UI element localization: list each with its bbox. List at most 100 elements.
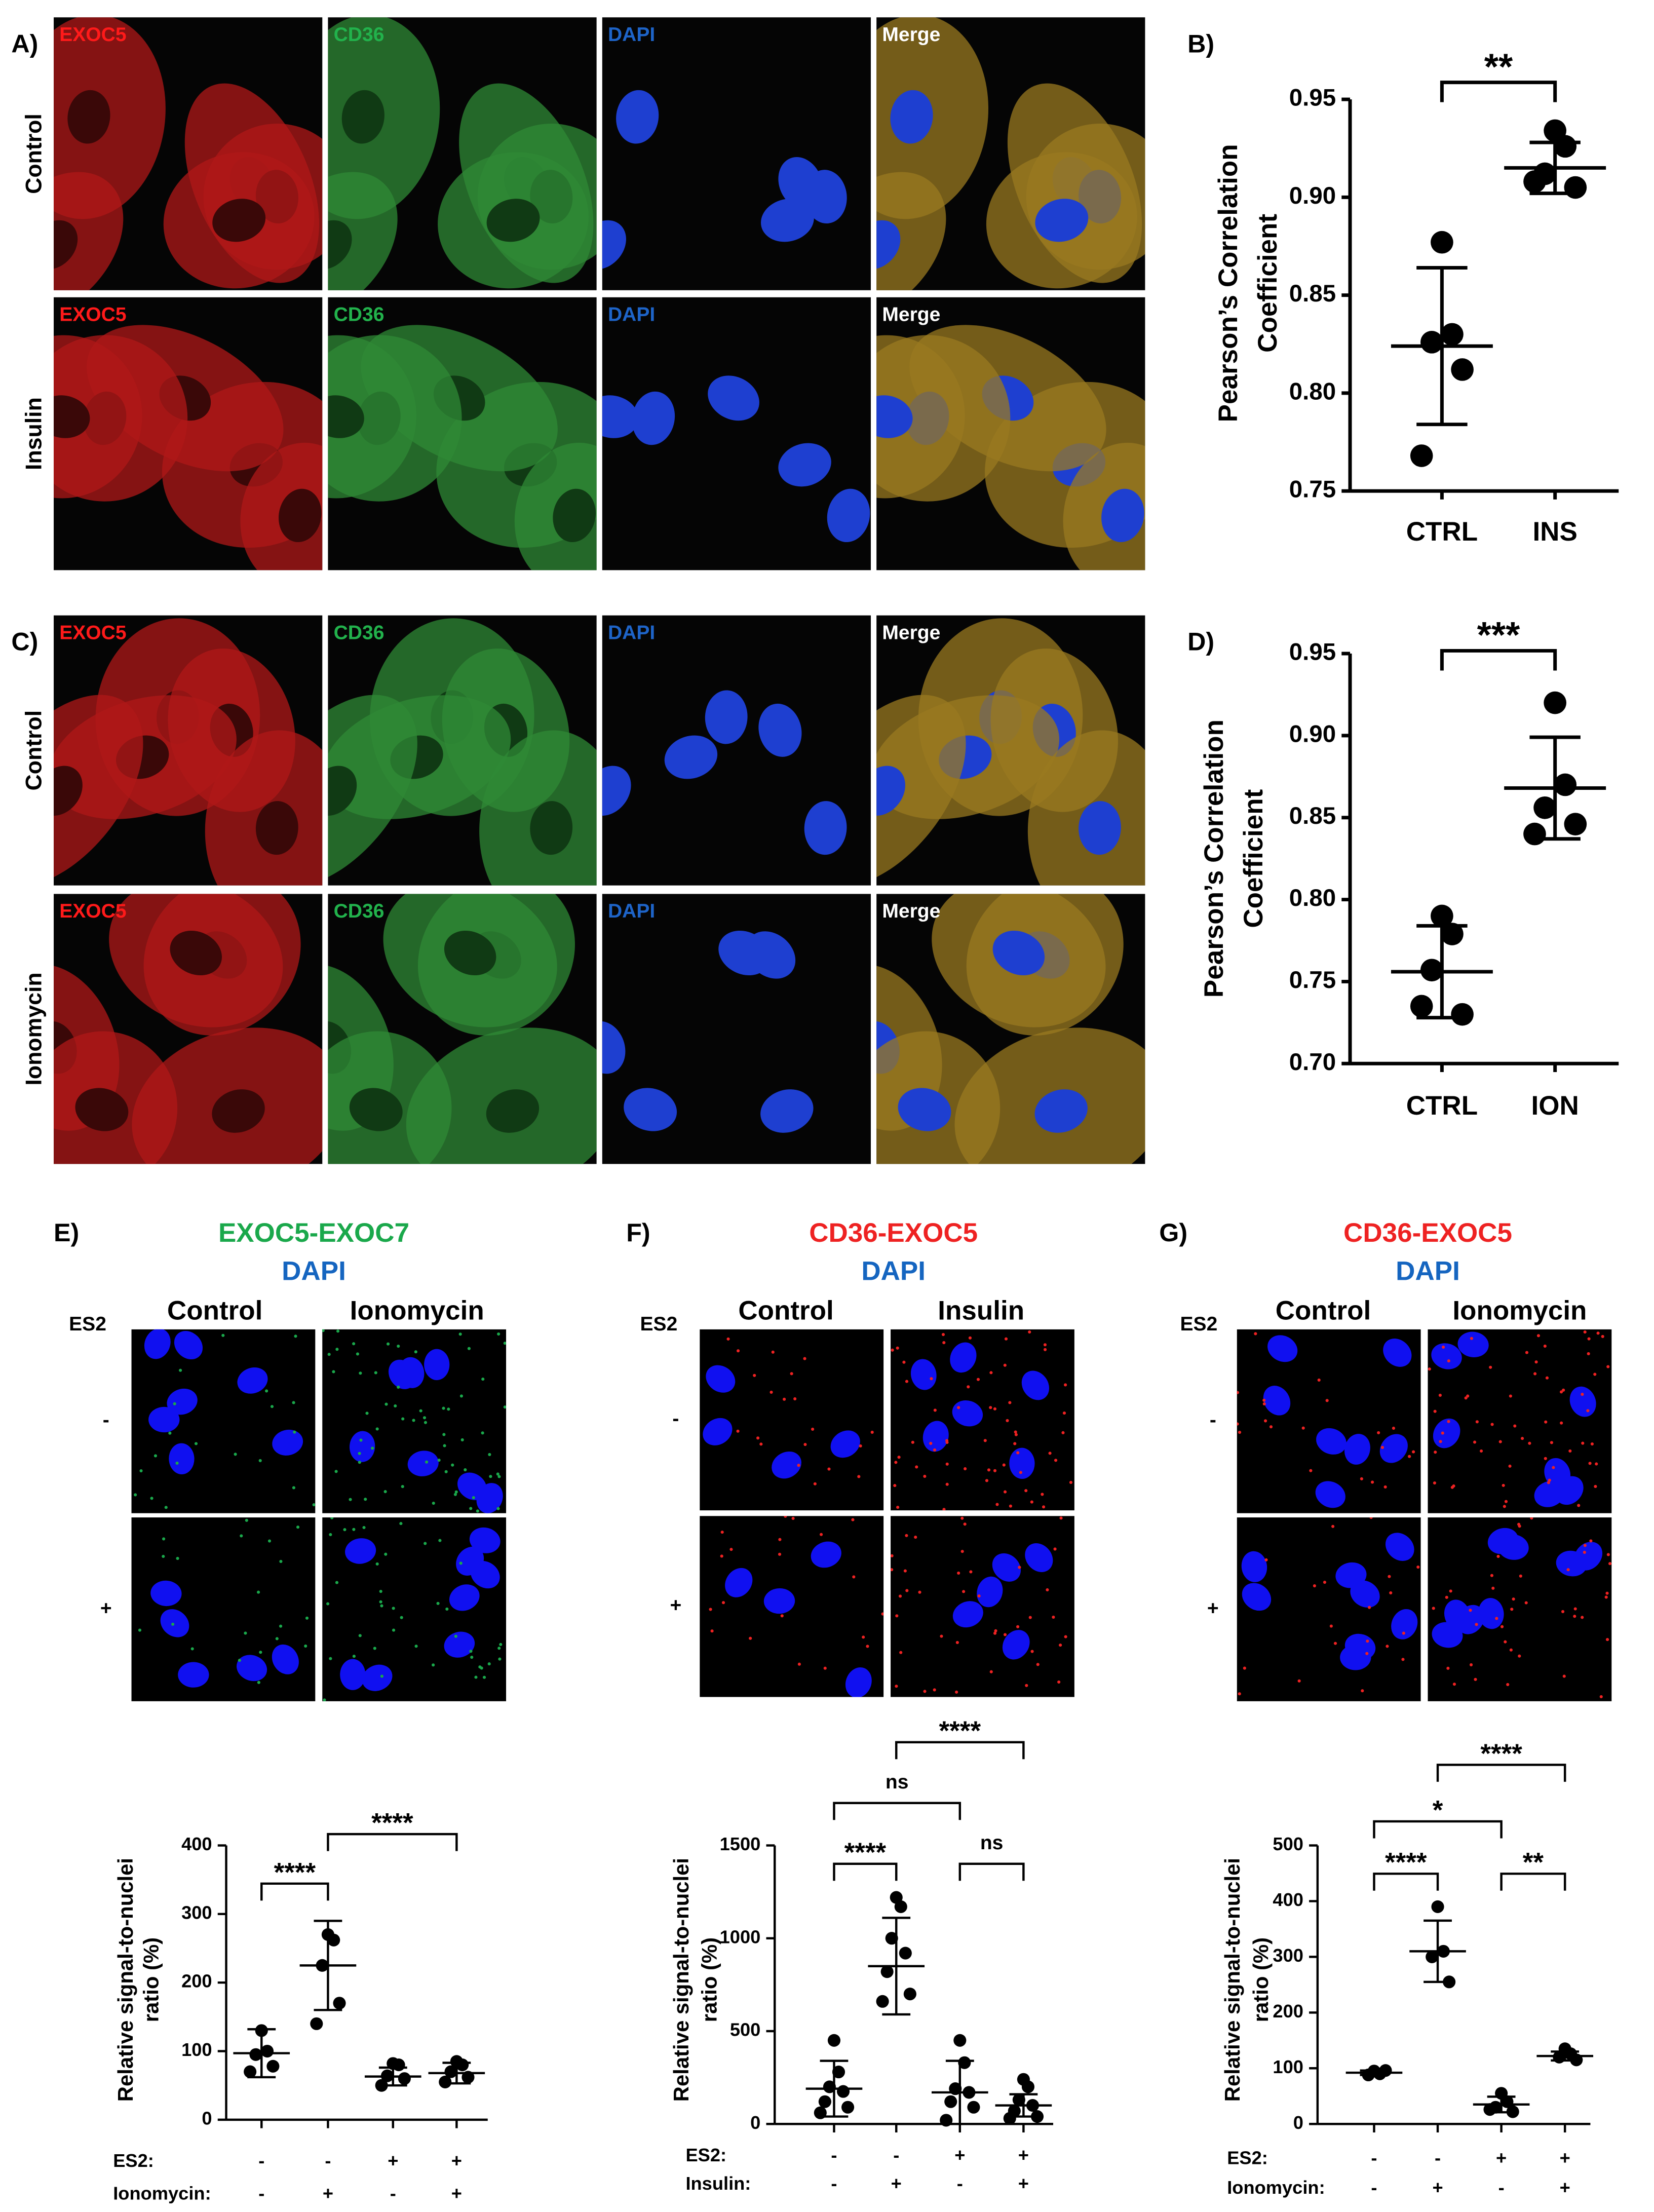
pla-dot [960,1550,964,1553]
x-tick-label: CTRL [1406,517,1478,547]
nucleus [845,1667,872,1697]
pla-dot [911,1440,914,1444]
pla-dot [993,1407,997,1410]
pla-dot [312,1503,316,1507]
pla-dot [1434,1451,1437,1454]
pla-dot [1262,1402,1266,1406]
pla-dot [1024,1489,1028,1493]
channel-label: DAPI [608,622,655,643]
pla-dot [1518,1524,1521,1528]
pla-dot [1469,1609,1472,1612]
pla-dot [293,1430,296,1434]
micrograph [700,1329,884,1511]
pla-dot [1491,1586,1495,1590]
panel-letter: C) [11,628,38,656]
pla-dot [326,1602,330,1606]
pla-dot [720,1554,723,1558]
nucleus [910,1359,937,1390]
data-point [261,2044,274,2058]
x-row-label: - [390,2183,396,2203]
pla-dot [1568,1449,1572,1453]
pla-dot [721,1601,725,1605]
pla-dot [442,1433,446,1436]
pla-dot [1594,1484,1597,1489]
micrograph: EXOC5 [54,17,323,290]
pla-dot [955,1690,958,1694]
nucleus [602,766,631,816]
pla-dot [400,1616,403,1619]
pla-dot [963,1522,967,1526]
nucleus [772,1451,801,1479]
panel-title: DAPI [282,1256,346,1286]
pla-dot [482,1675,486,1679]
pla-dot [983,1439,987,1442]
pla-dot [899,1651,903,1654]
pla-dot [918,1590,921,1594]
pla-dot [1562,1674,1566,1678]
pla-dot [359,1371,362,1375]
pla-dot [1048,1452,1052,1455]
pla-dot [1521,1437,1524,1440]
y-tick-label: 0.80 [1289,378,1336,405]
nucleus [237,1655,267,1682]
y-tick-label: 0.70 [1289,1049,1336,1076]
pla-dot [1009,1504,1012,1508]
pla-dot [1583,1550,1586,1554]
x-row-label: + [1560,2148,1570,2168]
pla-dot [1014,1433,1018,1436]
pla-dot [419,1409,422,1413]
y-tick-label: 500 [1273,1834,1303,1854]
pla-dot [1008,1401,1012,1404]
pla-dot [1442,1345,1445,1349]
nucleus [616,90,659,144]
pla-dot [1509,1648,1513,1652]
nucleus [362,1664,393,1691]
micrograph: Merge [876,615,1145,886]
nucleus [950,1342,977,1373]
significance-bracket [833,1802,961,1820]
pla-dot [1386,1645,1389,1648]
column-label: Control [738,1295,833,1325]
pla-dot [923,1474,927,1478]
pla-dot [1237,1391,1239,1394]
pla-dot [476,1509,479,1513]
pla-dot [1447,1420,1450,1423]
pla-dot [1377,1431,1380,1434]
cells [323,1517,503,1701]
nucleus [407,1451,439,1476]
data-point [1544,691,1566,714]
panel-title: EXOC5-EXOC7 [218,1218,409,1248]
significance-label: ns [886,1771,909,1793]
pla-dot [1433,1481,1436,1485]
pla-dot [1238,1692,1241,1696]
pla-dot [1545,1376,1549,1380]
pla-dot [444,1470,448,1473]
pla-dot [914,1536,917,1539]
significance-bracket [1500,1873,1566,1891]
micrograph-bg [891,1329,1074,1511]
pla-dot [793,1397,797,1401]
x-row-label: + [1018,2173,1029,2194]
nucleus [148,1406,180,1433]
nucleus [1101,488,1144,543]
pla-dot [362,1525,366,1530]
pla-dot [379,1600,382,1604]
pla-dot [1573,1607,1577,1611]
nucleus [350,1431,375,1462]
pla-dot [1452,1484,1455,1488]
pla-dot [1064,1635,1067,1638]
pla-dot [1504,1640,1507,1644]
pla-dot [245,1518,248,1522]
pla-dot [401,1417,405,1421]
data-point [1431,904,1453,928]
channel-label: CD36 [334,622,384,643]
pla-dot [945,1482,949,1486]
pla-dot [469,1650,473,1653]
data-point [1564,176,1587,199]
y-axis-label: Coefficient [1239,789,1268,928]
pla-dot [964,1467,967,1471]
pla-dot [898,1594,902,1598]
pla-dot [334,1470,338,1473]
pla-dot [1428,1367,1431,1371]
cells [876,894,1145,1164]
